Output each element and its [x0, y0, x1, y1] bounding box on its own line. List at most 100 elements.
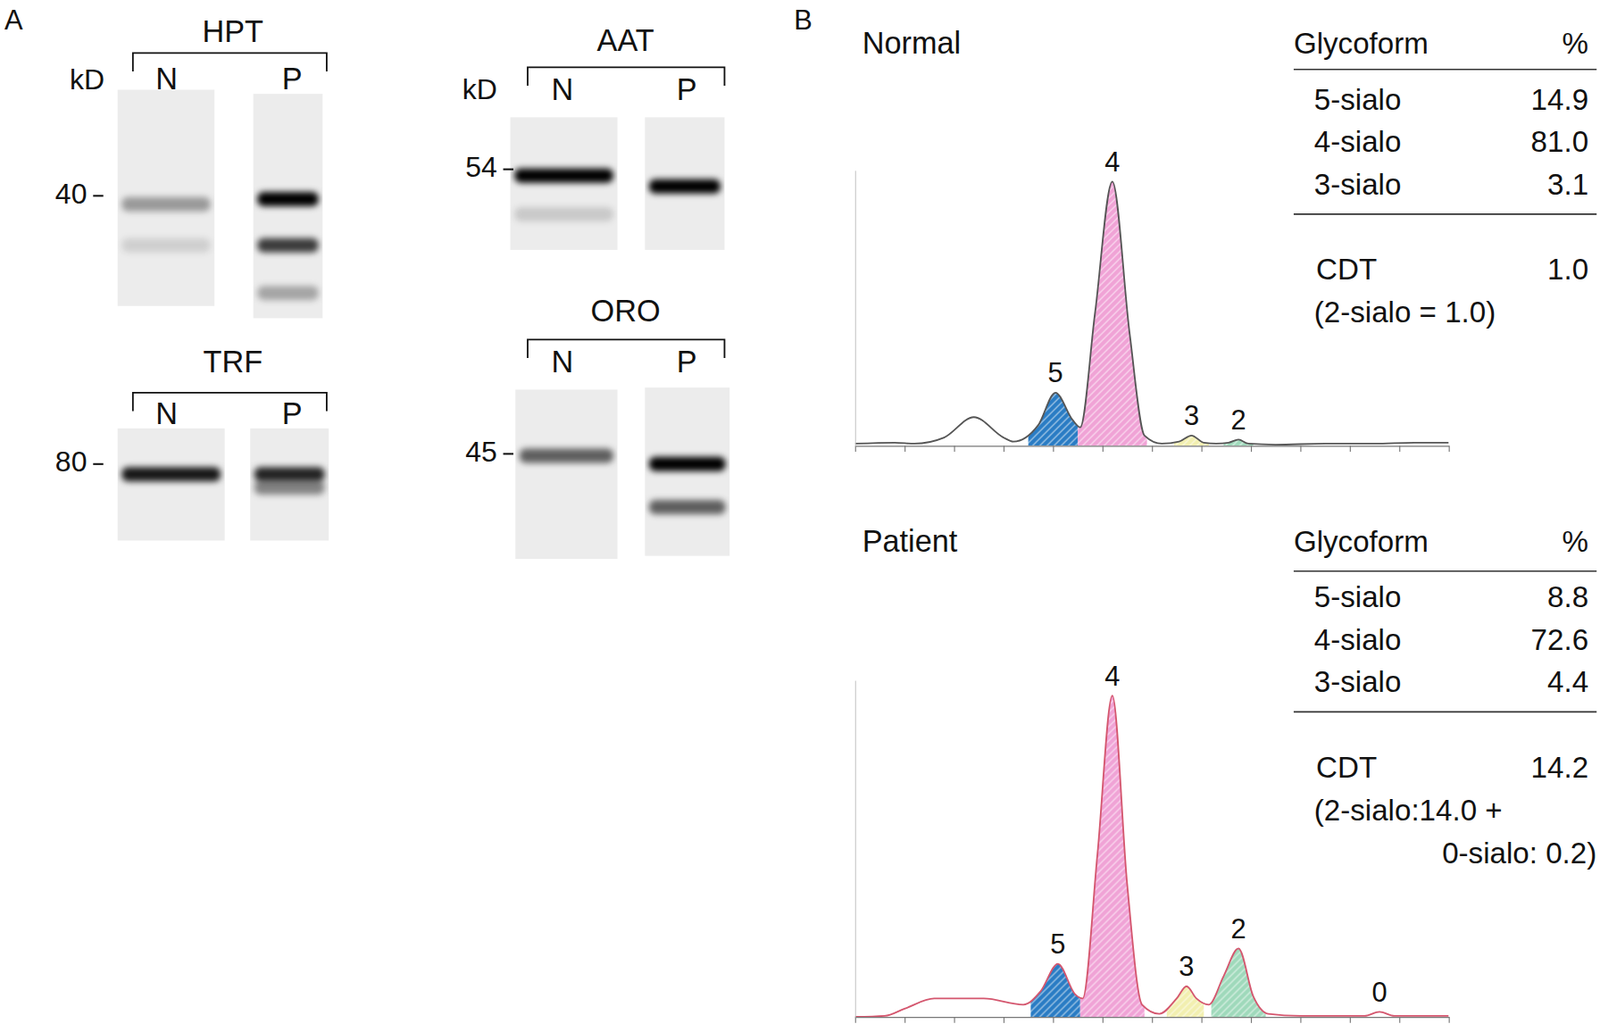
- x-tick-mark: [1151, 445, 1153, 452]
- peak-label: 2: [1231, 404, 1247, 436]
- x-tick-mark: [1449, 1016, 1450, 1024]
- x-tick-mark: [954, 445, 956, 452]
- electropherogram: Patient54320Glycoform%5-sialo8.84-sialo7…: [855, 524, 1598, 1024]
- x-tick-mark: [1449, 445, 1450, 452]
- trace-line: [855, 695, 1450, 1017]
- band: [514, 168, 614, 184]
- table-rule: [1293, 570, 1597, 573]
- table-cell: 81.0: [1531, 125, 1589, 159]
- unit-label: kD: [69, 63, 105, 96]
- lane-label: P: [676, 72, 698, 107]
- table-cell: 8.8: [1547, 580, 1589, 614]
- x-tick: [1250, 1016, 1252, 1024]
- band-group: [121, 197, 210, 253]
- x-tick-mark: [1350, 445, 1351, 452]
- table-summary: CDT: [1316, 750, 1377, 784]
- x-tick-mark: [1399, 1016, 1400, 1024]
- x-tick: [855, 445, 857, 452]
- marker-tick: [92, 194, 103, 197]
- peak-area: [1166, 695, 1205, 1017]
- peak-label: 4: [1104, 146, 1120, 178]
- x-tick: [1399, 1016, 1400, 1024]
- peak-area: [1080, 695, 1145, 1017]
- x-tick: [1003, 1016, 1005, 1024]
- x-tick: [1350, 1016, 1351, 1024]
- blot-lane: [515, 389, 617, 559]
- lane-label: N: [550, 344, 574, 379]
- x-tick: [1449, 445, 1450, 452]
- x-tick: [1052, 445, 1054, 452]
- y-axis-line: [855, 681, 857, 1018]
- x-tick-mark: [904, 445, 906, 452]
- x-tick: [1449, 1016, 1450, 1024]
- band: [121, 466, 221, 482]
- band-group: [649, 179, 721, 194]
- blot-lane: [117, 90, 216, 307]
- band: [257, 191, 319, 207]
- table-rule: [1293, 213, 1597, 216]
- marker-label: 45: [465, 435, 498, 468]
- x-tick-mark: [1102, 1016, 1104, 1024]
- x-tick: [1201, 1016, 1203, 1024]
- table-rule: [1293, 68, 1597, 71]
- x-tick: [954, 1016, 956, 1024]
- band-group: [257, 191, 319, 300]
- x-tick-mark: [1399, 445, 1400, 452]
- band: [519, 449, 614, 464]
- x-tick-mark: [1052, 445, 1054, 452]
- band: [649, 179, 721, 194]
- lane-label: P: [282, 396, 303, 431]
- band-group: [254, 466, 325, 495]
- table-rule: [1293, 711, 1597, 714]
- table-cell: 14.9: [1531, 83, 1589, 117]
- band: [649, 500, 726, 515]
- blot-lane: [644, 387, 730, 557]
- blot-title: TRF: [203, 344, 264, 379]
- table-cell: 5-sialo: [1314, 83, 1402, 117]
- peak-label: 3: [1183, 400, 1200, 432]
- peak-area: [1028, 181, 1078, 446]
- table-cell: 72.6: [1531, 623, 1589, 657]
- y-axis: [855, 681, 857, 1018]
- figure: ABHPTkDNP40TRFNP80AATkDNP54ORONP45Normal…: [0, 0, 1600, 1024]
- lane-label: P: [282, 61, 303, 96]
- table-cell: 3-sialo: [1314, 665, 1402, 699]
- x-tick: [1102, 445, 1104, 452]
- lane-label: N: [155, 396, 178, 431]
- table-note: (2-sialo = 1.0): [1314, 295, 1496, 329]
- table-header: Glycoform: [1293, 525, 1429, 559]
- x-tick-mark: [1151, 1016, 1153, 1024]
- band: [254, 480, 325, 495]
- table-note: 0-sialo: 0.2): [1441, 836, 1597, 870]
- x-tick: [1102, 1016, 1104, 1024]
- x-tick-mark: [1003, 1016, 1005, 1024]
- chart-title: Patient: [862, 524, 959, 559]
- peak-label: 2: [1231, 913, 1247, 945]
- x-tick-mark: [1350, 1016, 1351, 1024]
- y-axis-line: [855, 170, 857, 446]
- peak-label: 3: [1178, 950, 1194, 983]
- x-tick: [904, 445, 906, 452]
- peak-area: [1030, 695, 1080, 1017]
- x-tick-mark: [855, 1016, 857, 1024]
- table-cell: 4.4: [1547, 665, 1589, 699]
- x-axis: [855, 445, 1450, 452]
- x-tick: [1003, 445, 1005, 452]
- blot-lane: [250, 428, 329, 542]
- band: [649, 457, 726, 472]
- table-cell: 5-sialo: [1314, 580, 1402, 614]
- peak-area: [1174, 181, 1209, 446]
- chart-title: Normal: [862, 25, 961, 60]
- y-axis: [855, 170, 857, 446]
- x-tick: [1350, 445, 1351, 452]
- unit-label: kD: [462, 73, 498, 106]
- lane-label: P: [676, 344, 698, 379]
- x-tick: [1399, 445, 1400, 452]
- x-tick: [1300, 1016, 1301, 1024]
- peak-area: [1077, 181, 1148, 446]
- x-tick: [1151, 445, 1153, 452]
- table-cell: 4-sialo: [1314, 623, 1402, 657]
- x-tick-mark: [954, 1016, 956, 1024]
- blot-lane: [117, 428, 225, 542]
- band-group: [514, 168, 614, 222]
